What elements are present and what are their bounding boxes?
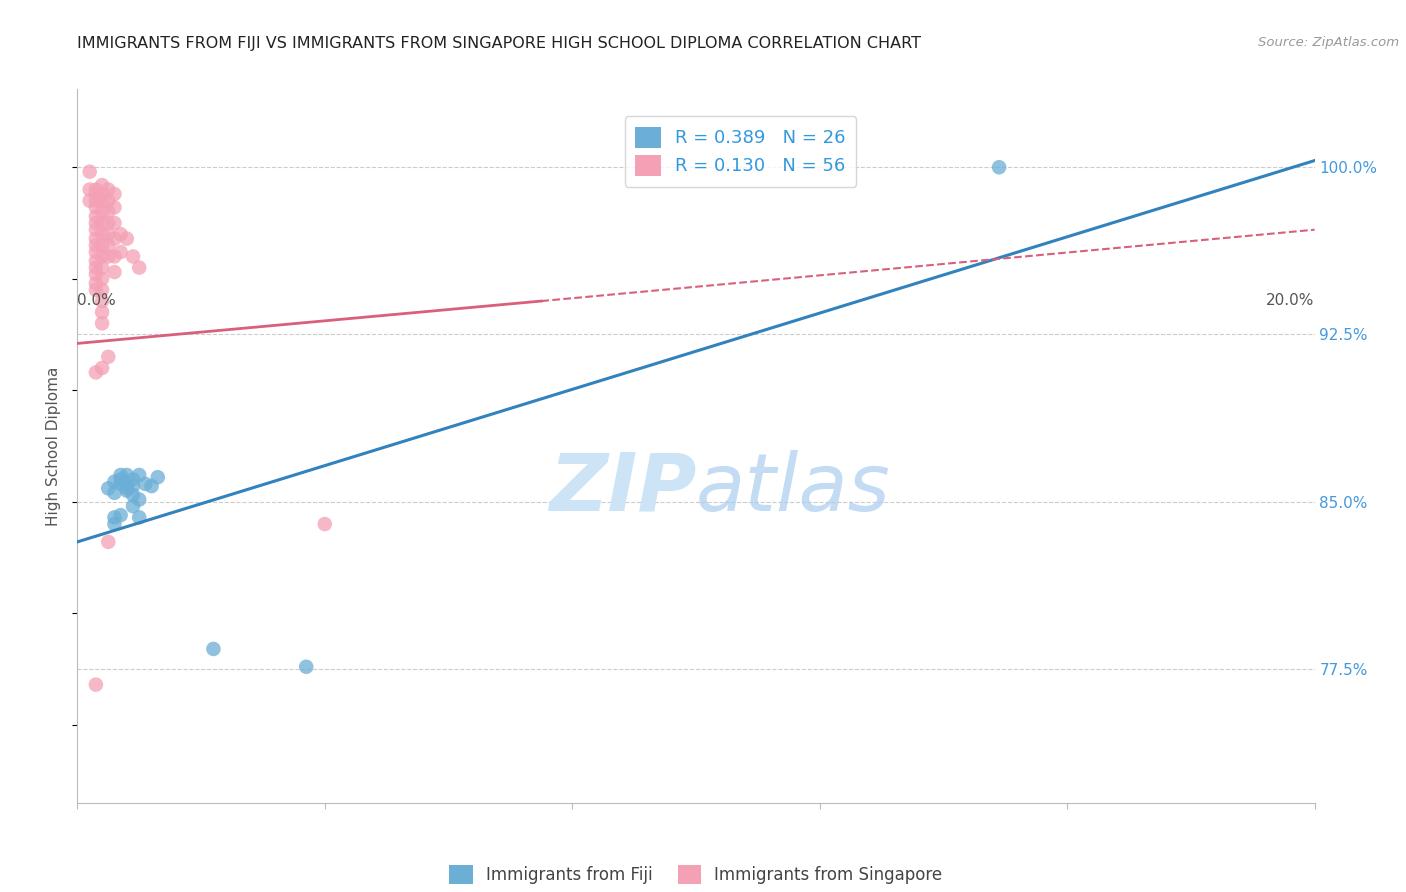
Point bbox=[134, 476, 156, 491]
Point bbox=[128, 510, 150, 524]
Point bbox=[84, 194, 107, 208]
Point bbox=[110, 227, 132, 241]
Point bbox=[84, 182, 107, 196]
Legend: Immigrants from Fiji, Immigrants from Singapore: Immigrants from Fiji, Immigrants from Si… bbox=[443, 858, 949, 891]
Point bbox=[91, 204, 114, 219]
Point bbox=[91, 178, 114, 192]
Point bbox=[91, 305, 114, 319]
Point bbox=[84, 677, 107, 691]
Point bbox=[91, 360, 114, 375]
Point bbox=[91, 186, 114, 201]
Point bbox=[84, 209, 107, 223]
Point bbox=[91, 271, 114, 285]
Text: Source: ZipAtlas.com: Source: ZipAtlas.com bbox=[1258, 36, 1399, 49]
Point bbox=[84, 216, 107, 230]
Point bbox=[122, 249, 145, 263]
Point bbox=[122, 472, 145, 486]
Point bbox=[103, 186, 125, 201]
Point bbox=[97, 249, 120, 263]
Point bbox=[314, 516, 336, 531]
Point bbox=[91, 238, 114, 252]
Point bbox=[122, 488, 145, 502]
Point bbox=[97, 204, 120, 219]
Point bbox=[97, 534, 120, 549]
Point bbox=[295, 659, 318, 673]
Point bbox=[84, 267, 107, 281]
Point bbox=[84, 231, 107, 245]
Point bbox=[122, 479, 145, 493]
Point bbox=[84, 244, 107, 259]
Point bbox=[84, 276, 107, 290]
Point bbox=[91, 194, 114, 208]
Point bbox=[84, 222, 107, 236]
Text: 20.0%: 20.0% bbox=[1267, 293, 1315, 308]
Point bbox=[146, 470, 169, 484]
Point bbox=[103, 216, 125, 230]
Point bbox=[84, 283, 107, 297]
Point bbox=[84, 238, 107, 252]
Point bbox=[103, 516, 125, 531]
Text: 0.0%: 0.0% bbox=[77, 293, 117, 308]
Point bbox=[97, 216, 120, 230]
Point bbox=[97, 227, 120, 241]
Point bbox=[91, 316, 114, 330]
Point bbox=[91, 216, 114, 230]
Point bbox=[103, 249, 125, 263]
Point bbox=[103, 265, 125, 279]
Point bbox=[110, 467, 132, 482]
Y-axis label: High School Diploma: High School Diploma bbox=[46, 367, 62, 525]
Point bbox=[110, 476, 132, 491]
Point bbox=[103, 510, 125, 524]
Point bbox=[103, 231, 125, 245]
Point bbox=[128, 260, 150, 275]
Point bbox=[103, 485, 125, 500]
Point bbox=[115, 467, 138, 482]
Point bbox=[122, 499, 145, 513]
Point bbox=[988, 160, 1011, 174]
Point bbox=[97, 481, 120, 495]
Point bbox=[128, 492, 150, 507]
Point bbox=[84, 186, 107, 201]
Text: ZIP: ZIP bbox=[548, 450, 696, 528]
Point bbox=[91, 293, 114, 308]
Point bbox=[110, 244, 132, 259]
Point bbox=[91, 260, 114, 275]
Point bbox=[115, 231, 138, 245]
Point bbox=[110, 508, 132, 522]
Point bbox=[97, 182, 120, 196]
Point bbox=[115, 483, 138, 498]
Text: atlas: atlas bbox=[696, 450, 891, 528]
Point bbox=[91, 283, 114, 297]
Point bbox=[115, 476, 138, 491]
Point bbox=[79, 164, 101, 178]
Point bbox=[128, 467, 150, 482]
Point bbox=[103, 475, 125, 489]
Point bbox=[79, 182, 101, 196]
Point bbox=[97, 238, 120, 252]
Point bbox=[91, 227, 114, 241]
Point bbox=[91, 249, 114, 263]
Point bbox=[115, 481, 138, 495]
Point bbox=[141, 479, 163, 493]
Point bbox=[202, 641, 225, 656]
Point bbox=[97, 350, 120, 364]
Text: IMMIGRANTS FROM FIJI VS IMMIGRANTS FROM SINGAPORE HIGH SCHOOL DIPLOMA CORRELATIO: IMMIGRANTS FROM FIJI VS IMMIGRANTS FROM … bbox=[77, 36, 921, 51]
Point bbox=[84, 365, 107, 379]
Point bbox=[79, 194, 101, 208]
Point bbox=[84, 253, 107, 268]
Point bbox=[103, 200, 125, 214]
Point bbox=[84, 260, 107, 275]
Point bbox=[110, 472, 132, 486]
Point bbox=[97, 194, 120, 208]
Point bbox=[84, 200, 107, 214]
